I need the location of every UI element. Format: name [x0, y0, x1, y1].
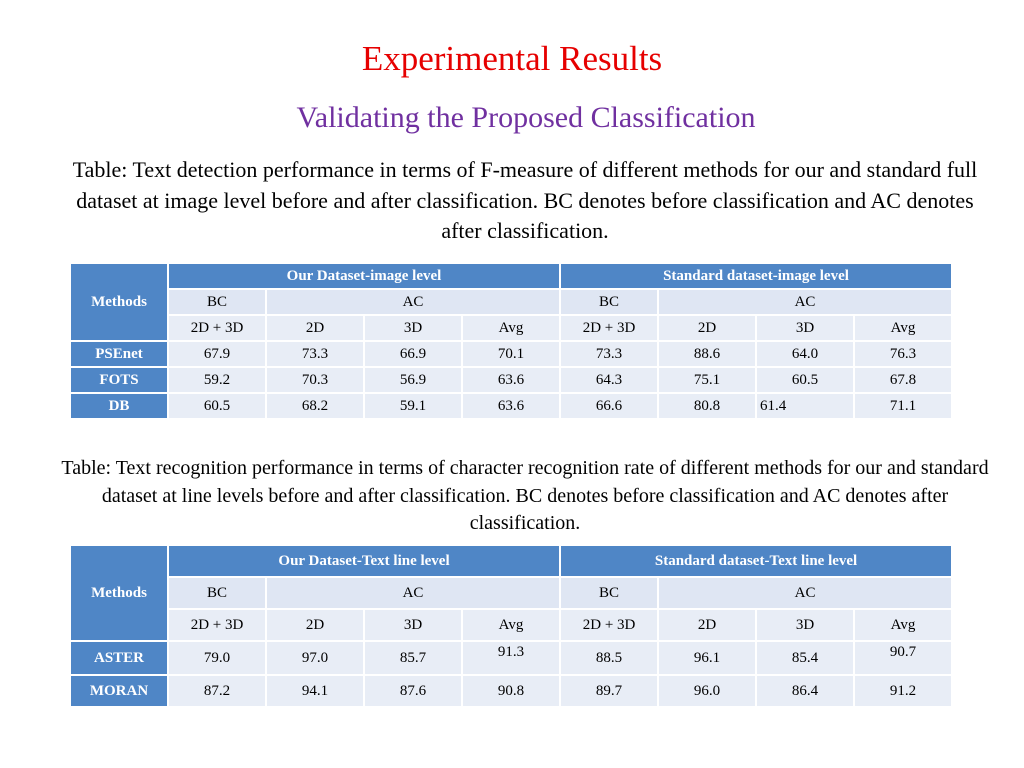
slide-subtitle: Validating the Proposed Classification: [296, 101, 756, 134]
bc-header: BC: [167, 288, 267, 316]
table-cell: 63.6: [461, 366, 561, 394]
table-cell: 56.9: [363, 366, 463, 394]
table-row: ASTER 79.0 97.0 85.7 91.3 88.5 96.1 85.4…: [69, 640, 954, 676]
table-cell: 91.2: [853, 674, 954, 708]
table-cell: 67.8: [852, 366, 954, 394]
table-cell: 71.1: [852, 392, 954, 420]
column-header: 3D: [363, 608, 463, 642]
column-header: Avg: [461, 314, 561, 342]
column-header: 2D: [657, 608, 758, 642]
column-header: Avg: [853, 608, 954, 642]
method-name: PSEnet: [69, 340, 169, 368]
table-cell: 59.1: [363, 392, 463, 420]
column-header: 2D: [265, 314, 365, 342]
table-cell: 96.0: [657, 674, 758, 708]
group-header-standard-dataset: Standard dataset-Text line level: [559, 544, 954, 578]
table-cell: 68.2: [265, 392, 365, 420]
column-header: 3D: [755, 608, 856, 642]
table-cell: 63.6: [461, 392, 561, 420]
ac-header: AC: [265, 288, 561, 316]
table-row: FOTS 59.2 70.3 56.9 63.6 64.3 75.1 60.5 …: [69, 366, 954, 394]
table-cell: 60.5: [755, 366, 855, 394]
table-cell: 70.3: [265, 366, 365, 394]
table-cell: 89.7: [559, 674, 660, 708]
group-header-our-dataset: Our Dataset-Text line level: [166, 544, 562, 578]
table1-caption: Table: Text detection performance in ter…: [72, 157, 978, 243]
recognition-results-table: Methods Our Dataset-Text line level Stan…: [69, 544, 954, 708]
column-header: 3D: [363, 314, 463, 342]
table-cell: 64.3: [559, 366, 659, 394]
ac-header: AC: [656, 288, 954, 316]
table-cell: 85.7: [363, 640, 463, 676]
table-cell: 88.6: [657, 340, 757, 368]
column-header: Avg: [460, 608, 562, 642]
table-cell: 73.3: [559, 340, 659, 368]
table-cell: 70.1: [461, 340, 561, 368]
column-header: 3D: [755, 314, 855, 342]
ac-header: AC: [264, 576, 562, 610]
slide-title: Experimental Results: [361, 39, 663, 78]
table-cell: 64.0: [755, 340, 855, 368]
table-cell: 97.0: [265, 640, 365, 676]
table-cell: 87.2: [167, 674, 267, 708]
bc-header: BC: [559, 288, 659, 316]
group-header-our-dataset: Our Dataset-image level: [167, 262, 561, 290]
table-cell: 76.3: [852, 340, 954, 368]
detection-results-table: Methods Our Dataset-image level Standard…: [69, 262, 954, 420]
ac-header: AC: [657, 576, 954, 610]
table-cell: 80.8: [657, 392, 757, 420]
methods-header: Methods: [69, 262, 169, 342]
table-cell: 85.4: [755, 640, 856, 676]
table-cell: 87.6: [363, 674, 463, 708]
table-cell: 91.3: [460, 640, 562, 676]
method-name: DB: [69, 392, 169, 420]
table-cell: 86.4: [755, 674, 856, 708]
column-header: 2D + 3D: [559, 608, 660, 642]
table-cell: 59.2: [167, 366, 267, 394]
column-header: 2D: [657, 314, 757, 342]
table-cell: 61.4: [755, 392, 855, 420]
column-header: 2D: [265, 608, 365, 642]
bc-header: BC: [559, 576, 660, 610]
bc-header: BC: [167, 576, 267, 610]
table-cell: 75.1: [657, 366, 757, 394]
column-header: Avg: [852, 314, 954, 342]
table-cell: 73.3: [265, 340, 365, 368]
method-name: FOTS: [69, 366, 169, 394]
table2-caption: Table: Text recognition performance in t…: [61, 457, 989, 534]
methods-header: Methods: [69, 544, 169, 642]
table-cell: 66.9: [363, 340, 463, 368]
column-header: 2D + 3D: [559, 314, 659, 342]
table-cell: 90.8: [460, 674, 562, 708]
table-cell: 60.5: [167, 392, 267, 420]
table-cell: 88.5: [559, 640, 660, 676]
table-row: MORAN 87.2 94.1 87.6 90.8 89.7 96.0 86.4…: [69, 674, 954, 708]
group-header-standard-dataset: Standard dataset-image level: [558, 262, 954, 290]
column-header: 2D + 3D: [167, 608, 267, 642]
column-header: 2D + 3D: [167, 314, 267, 342]
table-row: DB 60.5 68.2 59.1 63.6 66.6 80.8 61.4 71…: [69, 392, 954, 420]
method-name: MORAN: [69, 674, 169, 708]
table-cell: 66.6: [559, 392, 659, 420]
table-cell: 96.1: [657, 640, 758, 676]
method-name: ASTER: [69, 640, 169, 676]
table-cell: 94.1: [265, 674, 365, 708]
table-cell: 79.0: [167, 640, 267, 676]
table-cell: 90.7: [853, 640, 954, 676]
table-cell: 67.9: [167, 340, 267, 368]
table-row: PSEnet 67.9 73.3 66.9 70.1 73.3 88.6 64.…: [69, 340, 954, 368]
